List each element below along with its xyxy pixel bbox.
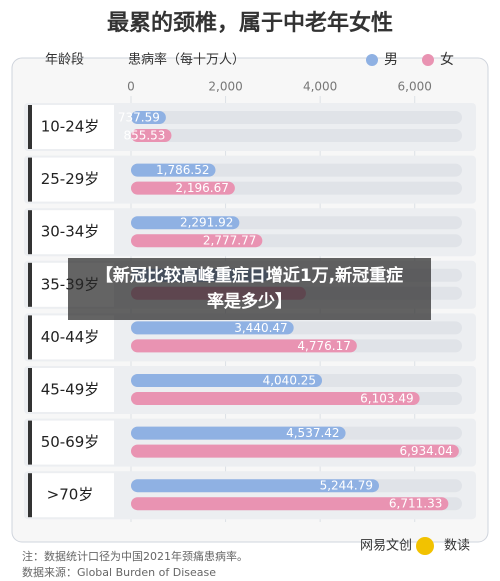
- bar: [131, 497, 449, 511]
- y-tick-label: 50-69岁: [41, 433, 100, 451]
- value-label: 2,777.77: [203, 234, 256, 248]
- value-label: 737.59: [118, 111, 160, 125]
- overlay-banner: 【新冠比较高峰重症日增近1万,新冠重症率是多少】: [68, 258, 431, 320]
- value-label: 4,776.17: [297, 339, 350, 353]
- x-tick-label: 4,000: [303, 80, 337, 94]
- value-label: 患病率（每十万人）: [128, 52, 245, 68]
- value-label: 855.53: [123, 129, 165, 143]
- y-tick-label: 30-34岁: [41, 223, 100, 241]
- brand: 网易文创: [360, 539, 412, 554]
- value-label: 3,440.47: [234, 321, 287, 335]
- bar: [131, 321, 294, 335]
- y-tick-label: 25-29岁: [41, 170, 100, 188]
- row-label-box: [28, 105, 114, 149]
- legend-swatch: [366, 54, 378, 66]
- row-label-edge: [28, 315, 32, 360]
- row-label-box: [28, 368, 114, 412]
- row-label-box: [28, 157, 114, 202]
- row-label-edge: [28, 420, 32, 465]
- row-label-edge: [28, 157, 32, 202]
- source: 数据来源：Global Burden of Disease: [22, 565, 216, 579]
- y-tick-label: 40-44岁: [41, 328, 100, 346]
- bar: [131, 216, 240, 230]
- value-label: 6,934.04: [399, 444, 452, 458]
- note: 注：数据统计口径为中国2021年颈痛患病率。: [22, 549, 248, 563]
- row-label-box: [28, 420, 114, 465]
- row-label-box: [28, 210, 114, 255]
- bar: [131, 426, 346, 440]
- value-label: 6,103.49: [360, 392, 413, 406]
- brand2: 数读: [444, 539, 470, 554]
- bar: [131, 163, 216, 177]
- value-label: 4,040.25: [263, 374, 316, 388]
- legend-label: 男: [384, 52, 398, 68]
- row-label-edge: [28, 210, 32, 255]
- y-tick-label: 45-49岁: [41, 381, 100, 399]
- value-label: 5,244.79: [320, 479, 373, 493]
- row-label-box: [28, 315, 114, 360]
- x-tick-label: 6,000: [398, 80, 432, 94]
- row-label-edge: [28, 262, 32, 307]
- row-label-edge: [28, 105, 32, 149]
- row-label-edge: [28, 473, 32, 518]
- brand-icon: [416, 537, 434, 555]
- value-label: 1,786.52: [156, 163, 209, 177]
- bar: [131, 374, 323, 387]
- y-tick-label: >70岁: [47, 486, 94, 504]
- bar: [131, 129, 172, 142]
- value-label: 6,711.33: [389, 497, 442, 511]
- value-label: 2,291.92: [180, 216, 233, 230]
- bar: [131, 392, 420, 405]
- chart-title: 最累的颈椎，属于中老年女性: [107, 10, 393, 36]
- category-label: 年龄段: [45, 53, 84, 68]
- bar-track: [131, 111, 462, 124]
- x-tick-label: 2,000: [208, 80, 242, 94]
- bar: [131, 444, 459, 458]
- row-label-box: [28, 473, 114, 518]
- x-tick-label: 0: [127, 80, 135, 94]
- bar-track: [131, 129, 462, 142]
- bar: [131, 479, 380, 493]
- bar: [131, 181, 235, 195]
- y-tick-label: 10-24岁: [41, 118, 100, 136]
- legend-label: 女: [440, 51, 454, 68]
- value-label: 4,537.42: [286, 426, 339, 440]
- legend-swatch: [422, 54, 434, 66]
- bar: [131, 339, 357, 353]
- value-label: 2,196.67: [175, 181, 228, 195]
- bar: [131, 234, 263, 248]
- row-label-edge: [28, 368, 32, 412]
- bar: [131, 111, 166, 124]
